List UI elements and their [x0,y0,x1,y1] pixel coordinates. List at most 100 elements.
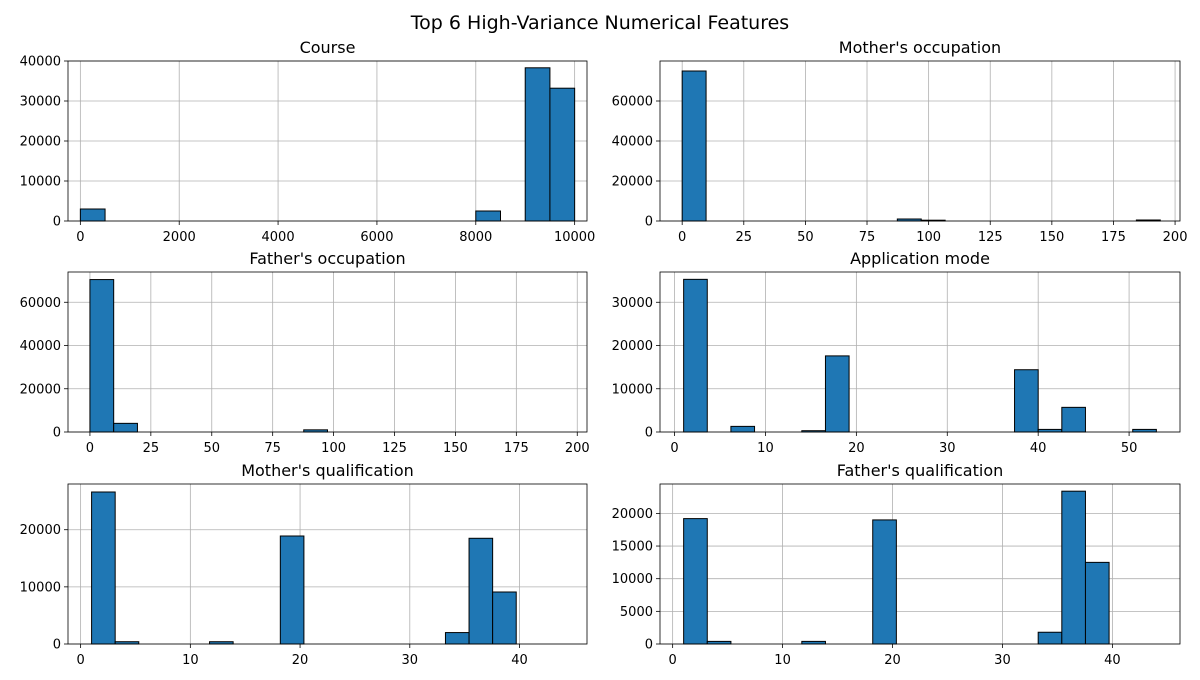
histogram-bar [1061,406,1086,433]
x-tick-label: 10 [774,653,791,668]
subplot-title: Application mode [850,249,990,268]
y-tick-label: 20000 [612,339,653,354]
y-tick-label: 20000 [20,523,61,538]
y-tick-label: 0 [53,638,61,653]
histogram-bar [1061,490,1086,645]
histogram-bar [113,422,138,433]
x-tick-label: 30 [994,653,1011,668]
y-tick-label: 40000 [20,339,61,354]
x-tick-label: 8000 [459,230,492,245]
histogram-panel-4: 0 10 20 30 40 50 0 10000 20000 30000 Application m… [612,249,1181,456]
x-tick-label: 30 [402,653,419,668]
x-tick-label: 6000 [360,230,393,245]
x-tick-label: 150 [443,441,468,456]
y-tick-label: 60000 [20,296,61,311]
x-tick-label: 25 [143,441,160,456]
y-tick-label: 40000 [20,55,61,70]
x-tick-label: 0 [678,230,686,245]
histogram-bar [524,67,551,222]
histogram-bar [824,355,850,433]
x-tick-label: 20 [292,653,309,668]
histogram-panel-5: 0 10 20 30 40 0 10000 20000 Mother's qualificati… [20,461,588,668]
histogram-bar [1037,631,1063,645]
x-tick-label: 20 [884,653,901,668]
y-tick-label: 20000 [612,175,653,190]
histogram-bar [444,632,470,645]
figure-title: Top 6 High-Variance Numerical Features [410,12,789,34]
histogram-bar [475,210,501,222]
x-tick-label: 0 [76,230,84,245]
histogram-bar [683,278,708,433]
axes-frame [659,271,1181,433]
subplot-title: Course [300,38,356,57]
x-tick-label: 75 [859,230,876,245]
y-tick-label: 0 [645,426,653,441]
x-tick-label: 175 [1101,230,1126,245]
y-tick-label: 20000 [20,382,61,397]
y-tick-label: 10000 [612,382,653,397]
histogram-bar [872,519,897,645]
histogram-bar [1084,561,1110,645]
x-tick-label: 10000 [554,230,595,245]
y-tick-label: 10000 [20,175,61,190]
y-tick-label: 60000 [612,95,653,110]
x-tick-label: 200 [1163,230,1188,245]
x-tick-label: 0 [86,441,94,456]
axes-frame [67,271,588,433]
x-tick-label: 50 [797,230,814,245]
x-tick-label: 50 [203,441,220,456]
x-tick-label: 40 [1104,653,1121,668]
histogram-bar [683,518,708,645]
histogram-bar [492,591,517,645]
histogram-panel-6: 0 10 20 30 40 0 5000 10000 15000 20000 Father's qu… [612,461,1181,668]
y-tick-label: 0 [53,215,61,230]
x-tick-label: 25 [736,230,753,245]
y-tick-label: 0 [53,426,61,441]
x-tick-label: 50 [1121,441,1138,456]
histogram-bar [468,537,494,645]
x-tick-label: 4000 [262,230,295,245]
subplot-title: Mother's qualification [241,461,414,480]
histogram-bar [91,491,116,645]
x-tick-label: 100 [916,230,941,245]
x-tick-label: 2000 [163,230,196,245]
histogram-bar [1014,369,1039,433]
x-tick-label: 0 [670,441,678,456]
x-tick-label: 30 [939,441,956,456]
subplot-title: Father's occupation [249,249,405,268]
x-tick-label: 20 [848,441,865,456]
axes-frame [67,483,588,645]
histogram-bar [89,279,115,433]
x-tick-label: 0 [76,653,84,668]
x-tick-label: 10 [757,441,774,456]
x-tick-label: 40 [1030,441,1047,456]
y-tick-label: 0 [645,638,653,653]
y-tick-label: 30000 [20,95,61,110]
x-tick-label: 40 [511,653,528,668]
x-tick-label: 75 [264,441,281,456]
histogram-bar [549,87,576,222]
x-tick-label: 125 [978,230,1003,245]
x-tick-label: 0 [669,653,677,668]
x-tick-label: 150 [1039,230,1064,245]
histogram-bar [279,535,305,645]
x-tick-label: 200 [565,441,590,456]
subplot-title: Mother's occupation [839,38,1001,57]
histogram-bar [730,425,756,433]
x-tick-label: 125 [382,441,407,456]
histogram-panel-3: 0 25 50 75 100 125 150 175 200 0 20000 40000 60000 Fa… [20,249,590,456]
y-tick-label: 20000 [20,135,61,150]
y-tick-label: 10000 [612,572,653,587]
x-tick-label: 10 [182,653,199,668]
y-tick-label: 0 [645,215,653,230]
y-tick-label: 5000 [620,605,653,620]
histogram-bar [79,208,106,222]
histogram-panel-2: 0 25 50 75 100 125 150 175 200 0 20000 40000 60000 Mo… [612,38,1188,245]
y-tick-label: 10000 [20,580,61,595]
y-tick-label: 20000 [612,507,653,522]
histogram-bar [681,70,707,222]
x-tick-label: 100 [321,441,346,456]
x-tick-label: 175 [504,441,529,456]
y-tick-label: 15000 [612,540,653,555]
